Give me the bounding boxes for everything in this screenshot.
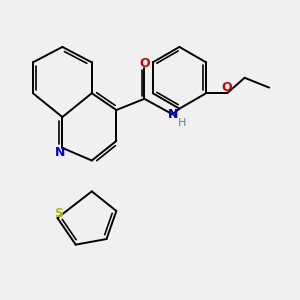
Text: S: S: [54, 207, 63, 220]
Text: N: N: [54, 146, 65, 159]
Text: H: H: [178, 118, 186, 128]
Text: O: O: [222, 81, 232, 94]
Text: N: N: [168, 108, 178, 121]
Text: O: O: [139, 57, 150, 70]
